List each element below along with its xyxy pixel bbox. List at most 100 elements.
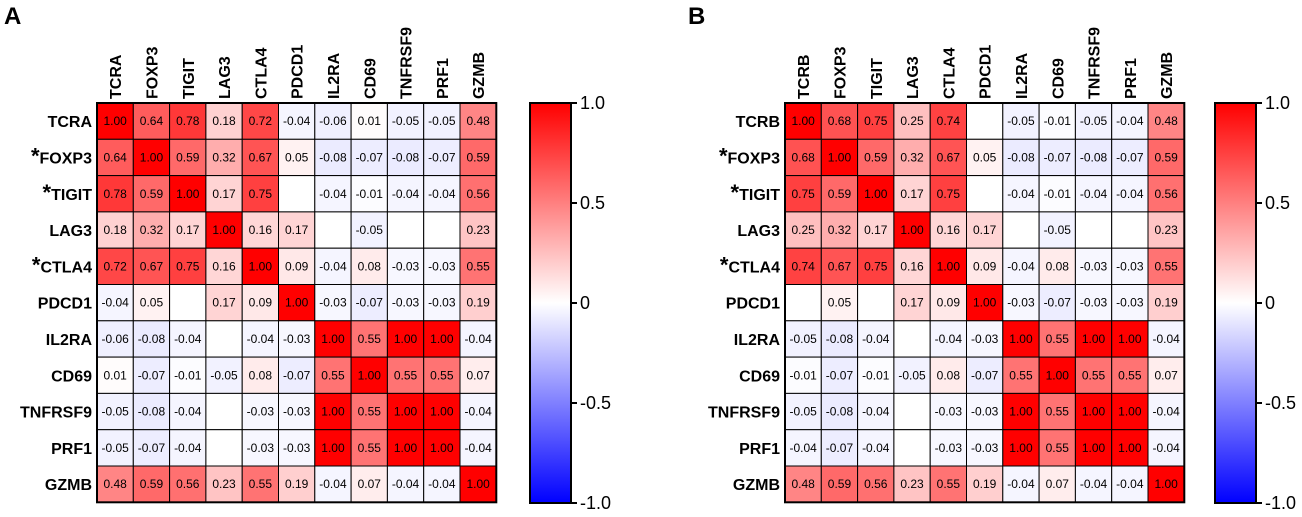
heatmap-cell [314, 392, 352, 431]
cell-value-label: 0.74 [791, 259, 815, 273]
row-label-text: TIGIT [739, 187, 780, 204]
cell-value-label: -0.05 [1007, 114, 1035, 128]
cell-value-label: 0.72 [103, 259, 127, 273]
cell-value-label: -0.05 [356, 223, 384, 237]
row-label-text: CD69 [739, 368, 780, 385]
cell-value-label: -0.08 [826, 405, 854, 419]
cell-value-label: 0.18 [212, 114, 236, 128]
cell-value-label: 0.08 [358, 259, 382, 273]
cell-value-label: 0.56 [466, 187, 490, 201]
cell-value-label: -0.04 [283, 114, 311, 128]
cell-value-label: -0.04 [1007, 477, 1035, 491]
heatmap-cell [820, 429, 859, 467]
heatmap-cell [1074, 211, 1113, 249]
cell-value-label: -0.03 [392, 296, 420, 310]
heatmap-cell [205, 320, 243, 358]
cell-value-label: -0.08 [1080, 150, 1108, 164]
heatmap-cell [96, 175, 134, 213]
cell-value-label: 0.55 [358, 405, 382, 419]
row-label: GZMB [45, 477, 92, 494]
cell-value-label: -0.07 [138, 441, 166, 455]
cell-value-label: 0.55 [937, 477, 961, 491]
row-label: TCRA [48, 114, 93, 131]
cell-value-label: 0.75 [864, 259, 888, 273]
column-label: PDCD1 [978, 45, 995, 99]
cell-value-label: 1.00 [249, 259, 273, 273]
cell-value-label: -0.07 [138, 368, 166, 382]
cell-value-label: 1.00 [394, 405, 418, 419]
heatmap-cell [423, 175, 461, 213]
cell-value-label: 0.59 [1154, 150, 1178, 164]
cell-value-label: 0.56 [1154, 187, 1178, 201]
cell-value-label: -0.04 [1007, 187, 1035, 201]
column-label: TCRA [108, 54, 125, 99]
heatmap-cell [278, 284, 316, 322]
heatmap-cell [893, 138, 931, 177]
heatmap-cell [314, 211, 352, 249]
row-label: PRF1 [51, 441, 92, 458]
heatmap-cell [966, 284, 1004, 322]
row-label: LAG3 [49, 223, 92, 240]
heatmap-border [784, 102, 1186, 504]
row-label-text: PRF1 [51, 441, 92, 458]
cell-value-label: 1.00 [212, 223, 236, 237]
row-label: CD69 [739, 368, 780, 385]
heatmap-cell [893, 320, 931, 358]
heatmap-cell [314, 175, 352, 213]
heatmap-cell [1038, 175, 1076, 213]
cell-value-label: -0.08 [1007, 150, 1035, 164]
cell-value-label: 0.25 [900, 114, 924, 128]
cell-value-label: 0.05 [285, 150, 309, 164]
row-label-text: GZMB [45, 477, 92, 494]
cell-value-label: 0.23 [212, 477, 236, 491]
cell-value-label: -0.05 [789, 332, 817, 346]
cell-value-label: 0.75 [176, 259, 200, 273]
heatmap-cell [350, 465, 388, 503]
cell-value-label: 0.07 [358, 477, 382, 491]
column-label: TNFRSF9 [1087, 27, 1104, 99]
cell-value-label: -0.04 [789, 441, 817, 455]
row-label: PDCD1 [726, 296, 780, 313]
heatmap-cell [893, 211, 931, 249]
cell-value-label: -0.04 [101, 296, 129, 310]
cell-value-label: 0.17 [212, 296, 236, 310]
column-label: PRF1 [435, 58, 452, 99]
cell-value-label: -0.04 [862, 441, 890, 455]
colorbar [529, 102, 572, 504]
cell-value-label: -0.03 [283, 441, 311, 455]
significance-star: * [731, 180, 740, 205]
cell-value-label: 0.07 [466, 368, 490, 382]
column-label: TNFRSF9 [399, 27, 416, 99]
cell-value-label: 1.00 [358, 368, 382, 382]
row-label: *CTLA4 [32, 252, 92, 277]
heatmap-cell [205, 356, 243, 394]
cell-value-label: 0.55 [1154, 259, 1178, 273]
heatmap-cell [1074, 392, 1113, 431]
cell-value-label: 0.19 [466, 296, 490, 310]
heatmap-cell [966, 429, 1004, 467]
heatmap-cell [459, 247, 497, 285]
cell-value-label: 1.00 [285, 296, 309, 310]
colorbar-tick-label: 0 [580, 293, 590, 313]
cell-value-label: 1.00 [937, 259, 961, 273]
column-label: LAG3 [905, 56, 922, 99]
heatmap-cell [132, 356, 171, 394]
heatmap-cell [893, 465, 931, 503]
heatmap-cell [966, 465, 1004, 503]
significance-star: * [43, 180, 52, 205]
cell-value-label: 0.16 [212, 259, 236, 273]
cell-value-label: 0.07 [1154, 368, 1178, 382]
heatmap-cell [350, 392, 388, 431]
heatmap-cell [423, 211, 461, 249]
cell-value-label: -0.04 [862, 405, 890, 419]
heatmap-cell [350, 138, 388, 177]
cell-value-label: -0.04 [1116, 187, 1144, 201]
cell-value-label: 0.59 [140, 187, 164, 201]
cell-value-label: 0.56 [176, 477, 200, 491]
heatmap-cell [278, 138, 316, 177]
cell-value-label: 1.00 [1154, 477, 1178, 491]
cell-value-label: -0.01 [174, 368, 202, 382]
heatmap-cell [132, 102, 171, 140]
cell-value-label: 1.00 [1009, 441, 1033, 455]
heatmap-panel-a: A1.00 0.64 0.78 0.18 0.72 -0.04 -0.06 0.01 -0.05… [4, 3, 611, 513]
